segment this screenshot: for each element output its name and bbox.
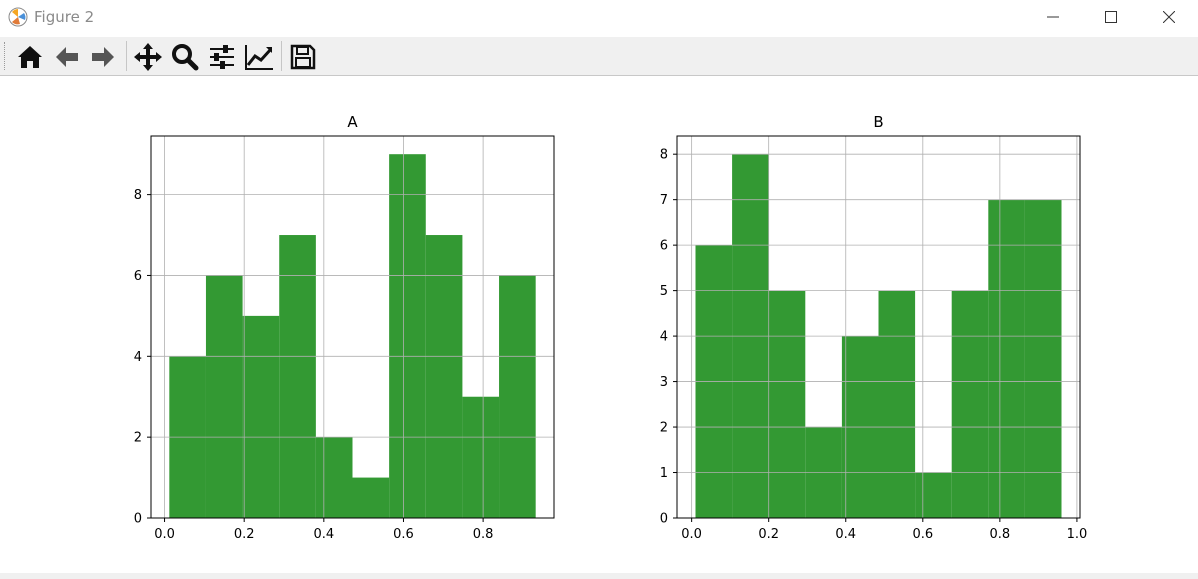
x-tick-label: 0.8 <box>473 527 494 542</box>
maximize-icon <box>1105 11 1117 23</box>
back-button[interactable] <box>51 41 83 73</box>
close-button[interactable] <box>1146 4 1192 30</box>
x-tick-label: 0.6 <box>393 527 414 542</box>
histogram-bar <box>951 290 989 518</box>
edit-axis-icon <box>245 45 273 70</box>
x-tick-label: 0.6 <box>912 527 933 542</box>
subplot-B: 0.0 0.2 0.4 0.6 0.8 1.0 0 1 2 3 4 5 6 7 8 B <box>660 113 1088 542</box>
zoom-magnifier-icon <box>172 44 199 71</box>
y-tick-label: 2 <box>134 431 142 446</box>
axes-frame <box>150 135 555 519</box>
y-tick-label: 2 <box>660 421 668 436</box>
toolbar-separator <box>281 41 282 71</box>
minimize-icon <box>1047 16 1059 18</box>
histogram-bar <box>389 154 426 518</box>
y-tick-label: 7 <box>660 193 668 208</box>
y-tick-label: 6 <box>134 269 142 284</box>
y-tick-label: 4 <box>660 330 668 345</box>
x-tick-label: 0.0 <box>154 527 175 542</box>
configure-subplots-icon <box>210 45 234 69</box>
histogram-bar <box>462 396 500 518</box>
home-icon <box>18 46 42 68</box>
navigation-toolbar <box>0 37 1198 76</box>
histogram-bar <box>205 275 243 518</box>
close-icon <box>1163 11 1175 23</box>
forward-button[interactable] <box>87 41 119 73</box>
subplot-title: B <box>873 113 883 131</box>
forward-arrow-icon <box>92 47 114 67</box>
pan-button[interactable] <box>132 41 164 73</box>
pan-move-icon <box>134 43 162 71</box>
axes-frame <box>676 135 1081 519</box>
histogram-bar <box>425 235 463 518</box>
y-tick-label: 4 <box>134 350 142 365</box>
y-tick-label: 1 <box>660 466 668 481</box>
x-tick-label: 0.8 <box>990 527 1011 542</box>
subplot-title: A <box>347 113 358 131</box>
x-tick-label: 0.2 <box>758 527 779 542</box>
figure-canvas[interactable]: 0.0 0.2 0.4 0.6 0.8 0 2 4 6 8 A 0.0 0.2 0.4 0.6 0.8 1.0 0… <box>0 76 1198 573</box>
x-tick-label: 0.4 <box>313 527 334 542</box>
home-button[interactable] <box>14 41 46 73</box>
status-bar <box>0 573 1198 579</box>
histogram-bar <box>1024 199 1062 518</box>
edit-axis-button[interactable] <box>243 41 275 73</box>
toolbar-separator <box>126 41 127 71</box>
x-tick-label: 1.0 <box>1067 527 1088 542</box>
histogram-bar <box>915 472 952 518</box>
y-tick-label: 8 <box>660 148 668 163</box>
matplotlib-logo-icon <box>8 7 28 27</box>
x-tick-label: 0.4 <box>835 527 856 542</box>
zoom-button[interactable] <box>169 41 201 73</box>
minimize-button[interactable] <box>1030 4 1076 30</box>
histogram-bar <box>279 235 316 518</box>
histogram-bar <box>242 315 280 518</box>
save-floppy-icon <box>290 44 316 70</box>
y-tick-label: 0 <box>660 512 668 527</box>
y-tick-label: 8 <box>134 188 142 203</box>
back-arrow-icon <box>56 47 78 67</box>
maximize-button[interactable] <box>1088 4 1134 30</box>
histogram-bar <box>352 477 390 518</box>
y-tick-label: 0 <box>134 512 142 527</box>
y-tick-label: 6 <box>660 239 668 254</box>
y-tick-label: 3 <box>660 375 668 390</box>
histogram-bar <box>315 437 353 518</box>
title-bar: Figure 2 <box>0 0 1198 36</box>
configure-subplots-button[interactable] <box>206 41 238 73</box>
window-title: Figure 2 <box>34 8 95 26</box>
toolbar-grip[interactable] <box>4 42 7 70</box>
x-tick-label: 0.2 <box>234 527 255 542</box>
subplot-A: 0.0 0.2 0.4 0.6 0.8 0 2 4 6 8 A <box>134 113 555 542</box>
save-button[interactable] <box>287 41 319 73</box>
histogram-bar <box>988 199 1025 518</box>
histogram-bar <box>878 290 916 518</box>
histogram-bar <box>499 275 536 518</box>
histogram-bar <box>768 290 806 518</box>
x-tick-label: 0.0 <box>681 527 702 542</box>
y-tick-label: 5 <box>660 284 668 299</box>
